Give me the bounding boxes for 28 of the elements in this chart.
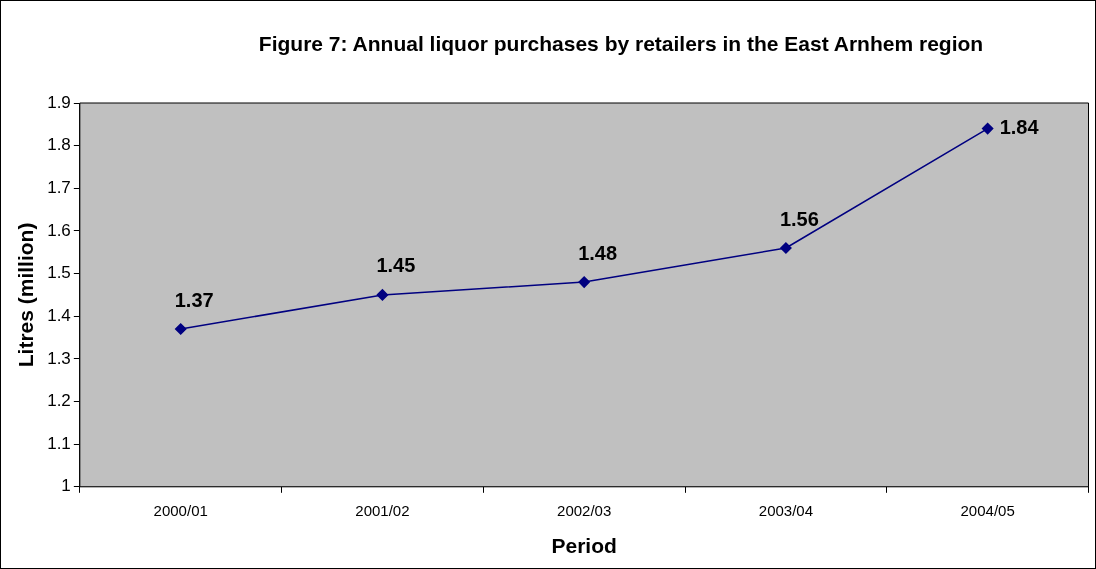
x-axis-title: Period bbox=[551, 534, 617, 558]
x-tick-label: 2003/04 bbox=[758, 501, 814, 519]
chart-title: Figure 7: Annual liquor purchases by retailers in the East Arnhem region bbox=[257, 31, 985, 57]
x-tick-label: 2004/05 bbox=[960, 501, 1015, 519]
y-tick-label: 1.9 bbox=[47, 92, 71, 112]
data-label: 1.56 bbox=[779, 207, 819, 230]
y-tick-label: 1 bbox=[61, 476, 71, 496]
y-tick-label: 1.4 bbox=[47, 305, 71, 325]
point bbox=[174, 323, 187, 335]
y-tick-label: 1.3 bbox=[47, 348, 71, 368]
point bbox=[578, 276, 590, 288]
data-label: 1.48 bbox=[578, 241, 618, 264]
x-tick-label: 2000/01 bbox=[153, 501, 208, 519]
x-tick-label: 2001/02 bbox=[355, 501, 410, 519]
point bbox=[981, 122, 994, 135]
x-tick-label: 2002/03 bbox=[557, 501, 612, 519]
data-label: 1.45 bbox=[376, 254, 416, 277]
point bbox=[376, 289, 389, 301]
y-tick-label: 1.7 bbox=[47, 177, 71, 197]
y-tick-label: 1.8 bbox=[47, 135, 71, 155]
y-tick-label: 1.1 bbox=[47, 433, 71, 453]
data-label: 1.37 bbox=[174, 288, 214, 311]
point bbox=[780, 242, 792, 254]
data-label: 1.84 bbox=[999, 116, 1040, 139]
y-tick-label: 1.6 bbox=[47, 220, 71, 240]
y-tick-label: 1.2 bbox=[47, 391, 71, 411]
y-tick-label: 1.5 bbox=[47, 263, 71, 283]
y-axis-title: Litres (million) bbox=[14, 222, 38, 368]
